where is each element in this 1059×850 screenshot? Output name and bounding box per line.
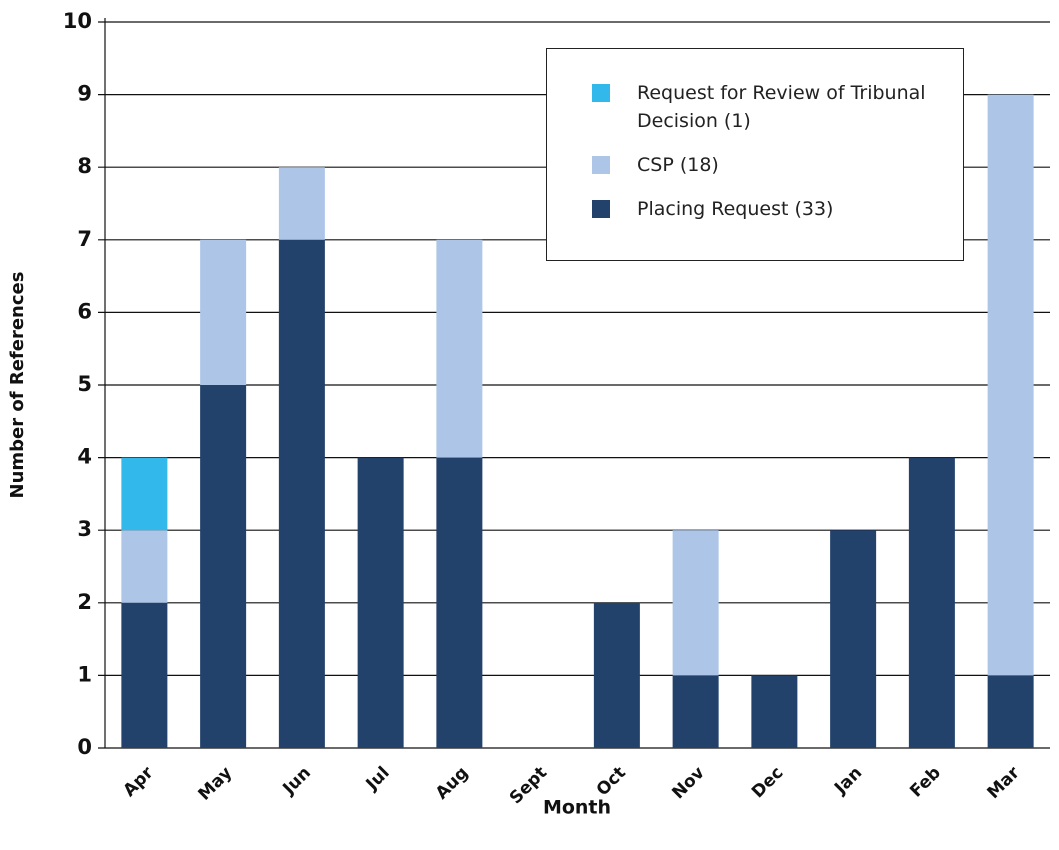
x-axis-title: Month [543, 797, 611, 819]
legend-label: CSP (18) [637, 154, 719, 176]
y-tick-label: 7 [77, 227, 92, 251]
legend-swatch [592, 156, 610, 174]
legend-item: Request for Review of Tribunal Decision … [592, 79, 943, 135]
y-tick-label: 0 [77, 735, 92, 759]
bar-segment [672, 530, 719, 676]
y-axis-title: Number of References [7, 272, 28, 499]
bar-segment [436, 239, 483, 458]
y-tick-label: 6 [77, 299, 92, 323]
bar-segment [751, 675, 798, 748]
legend-item: Placing Request (33) [592, 195, 943, 223]
bar-segment [121, 602, 168, 748]
x-tick-label: Dec [748, 763, 787, 802]
bar-segment [987, 94, 1034, 676]
y-tick-label: 10 [63, 9, 92, 33]
legend-label: Placing Request (33) [637, 198, 834, 220]
x-tick-label: Feb [906, 763, 945, 802]
y-tick-label: 4 [77, 445, 92, 469]
bar-segment [278, 167, 325, 240]
x-tick-label: Aug [432, 763, 473, 804]
bar-segment [200, 385, 247, 748]
bar-segment [278, 239, 325, 749]
legend-label: Request for Review of Tribunal Decision … [637, 82, 926, 132]
x-tick-label: Jul [362, 763, 394, 795]
y-tick-label: 5 [77, 372, 92, 396]
bar-segment [830, 530, 877, 748]
x-tick-label: Oct [593, 763, 630, 800]
y-tick-label: 3 [77, 517, 92, 541]
legend: Request for Review of Tribunal Decision … [546, 48, 964, 261]
bar-segment [908, 457, 955, 748]
y-tick-label: 8 [77, 154, 92, 178]
bar-segment [200, 239, 247, 385]
bar-segment [436, 457, 483, 748]
bar-segment [121, 530, 168, 603]
x-tick-label: May [195, 763, 237, 805]
legend-item: CSP (18) [592, 151, 943, 179]
x-tick-label: Nov [668, 763, 708, 803]
x-tick-label: Apr [119, 762, 157, 800]
bar-segment [121, 457, 168, 531]
x-tick-label: Jun [279, 763, 315, 799]
bar-segment [987, 675, 1034, 748]
bar-segment [357, 457, 404, 748]
bar-segment [593, 602, 640, 748]
y-tick-label: 1 [77, 662, 92, 686]
y-tick-label: 9 [77, 82, 92, 106]
legend-swatch [592, 200, 610, 218]
y-tick-label: 2 [77, 590, 92, 614]
x-tick-label: Mar [984, 762, 1025, 803]
legend-swatch [592, 84, 610, 102]
bar-segment [672, 675, 719, 748]
x-tick-label: Jan [830, 763, 866, 799]
